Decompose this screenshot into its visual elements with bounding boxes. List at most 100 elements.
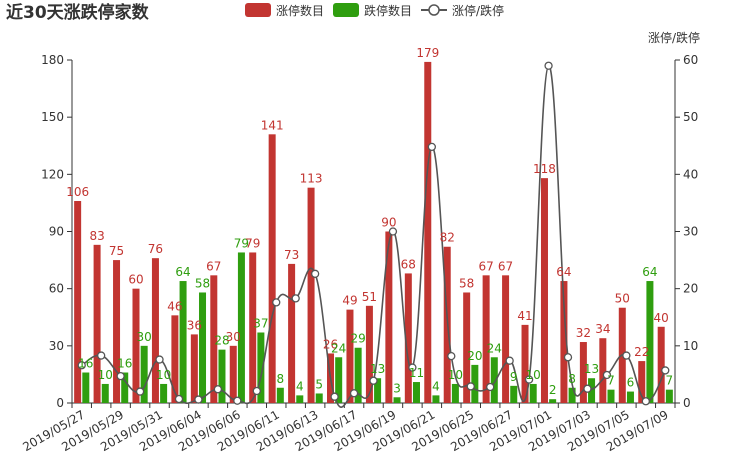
y-right-tick-label: 20: [683, 282, 698, 296]
y-right-tick-label: 60: [683, 53, 698, 67]
bar-zhangting: [560, 281, 568, 403]
bar-dieting: [626, 391, 634, 403]
legend-marker-ratio: [428, 4, 440, 16]
legend-label-dieting: 跌停数目: [364, 3, 412, 18]
bar-dieting: [529, 383, 537, 403]
data-label-zhangting: 75: [109, 244, 124, 258]
data-label-dieting: 6: [627, 376, 635, 390]
bar-dieting: [199, 292, 207, 403]
data-label-zhangting: 67: [478, 259, 493, 273]
legend-item-ratio[interactable]: 涨停/跌停: [421, 3, 504, 18]
y-right-tick-label: 30: [683, 225, 698, 239]
bar-zhangting: [599, 338, 607, 403]
bar-dieting: [549, 399, 557, 403]
data-label-dieting: 79: [234, 236, 249, 250]
ratio-point: [583, 384, 592, 393]
data-label-zhangting: 67: [498, 259, 513, 273]
data-label-dieting: 10: [98, 368, 113, 382]
data-label-dieting: 24: [487, 341, 502, 355]
bar-zhangting: [171, 315, 179, 403]
bar-zhangting: [190, 334, 198, 403]
bar-zhangting: [307, 187, 315, 403]
y-left-tick-label: 180: [41, 53, 64, 67]
y-left-tick-label: 30: [49, 339, 64, 353]
data-label-dieting: 64: [642, 265, 657, 279]
data-label-dieting: 3: [393, 381, 401, 395]
bar-zhangting: [249, 252, 257, 403]
ratio-point: [602, 370, 612, 380]
bar-dieting: [218, 349, 226, 403]
data-label-dieting: 8: [277, 372, 285, 386]
bar-dieting: [568, 387, 576, 403]
bar-zhangting: [346, 309, 354, 403]
bar-dieting: [354, 347, 362, 403]
data-label-zhangting: 50: [615, 292, 630, 306]
data-label-zhangting: 67: [206, 259, 221, 273]
legend: 涨停数目 跌停数目 涨停/跌停: [245, 3, 504, 18]
bar-zhangting: [151, 258, 159, 403]
bar-zhangting: [482, 275, 490, 403]
y-left-tick-label: 60: [49, 282, 64, 296]
bar-dieting: [607, 389, 615, 403]
legend-item-dieting[interactable]: 跌停数目: [333, 3, 412, 18]
data-label-zhangting: 106: [66, 185, 89, 199]
ratio-point: [447, 351, 456, 361]
data-label-zhangting: 68: [401, 257, 416, 271]
bar-zhangting: [132, 288, 140, 403]
y-right-tick-label: 10: [683, 339, 698, 353]
ratio-point: [369, 376, 378, 385]
ratio-point: [427, 142, 437, 152]
legend-label-zhangting: 涨停数目: [276, 3, 324, 18]
bar-zhangting: [579, 342, 587, 403]
bar-zhangting: [365, 305, 373, 403]
data-label-dieting: 10: [156, 368, 171, 382]
data-label-zhangting: 73: [284, 248, 299, 262]
data-label-zhangting: 76: [148, 242, 163, 256]
bar-dieting: [237, 252, 245, 403]
data-label-dieting: 4: [432, 379, 440, 393]
bar-dieting: [315, 393, 323, 403]
bar-zhangting: [74, 201, 82, 403]
bar-zhangting: [268, 134, 276, 404]
bar-dieting: [471, 364, 479, 403]
bar-zhangting: [502, 275, 510, 403]
data-label-zhangting: 49: [342, 294, 357, 308]
line-group: [77, 61, 670, 408]
legend-item-zhangting[interactable]: 涨停数目: [245, 3, 324, 18]
bar-dieting: [490, 357, 498, 403]
y-left-tick-label: 150: [41, 110, 64, 124]
data-label-zhangting: 79: [245, 236, 260, 250]
data-label-dieting: 64: [175, 265, 190, 279]
data-label-dieting: 7: [607, 374, 615, 388]
bar-dieting: [140, 345, 148, 403]
data-label-dieting: 8: [568, 372, 576, 386]
bar-zhangting: [540, 178, 548, 403]
ratio-point: [252, 386, 261, 396]
bar-zhangting: [404, 273, 412, 403]
data-label-dieting: 13: [584, 362, 599, 376]
bar-zhangting: [463, 292, 471, 403]
ratio-point: [194, 395, 203, 404]
data-label-zhangting: 83: [89, 229, 104, 243]
ratio-point: [486, 382, 495, 392]
data-label-zhangting: 113: [300, 172, 323, 186]
data-label-zhangting: 118: [533, 162, 556, 176]
data-label-dieting: 4: [296, 379, 304, 393]
bar-zhangting: [229, 345, 237, 403]
y-right-tick-label: 50: [683, 110, 698, 124]
ratio-point: [641, 397, 650, 406]
data-label-zhangting: 46: [167, 299, 182, 313]
data-label-zhangting: 64: [556, 265, 571, 279]
ratio-point: [330, 392, 339, 401]
data-label-zhangting: 26: [323, 337, 338, 351]
data-label-zhangting: 141: [261, 118, 284, 132]
bars-group: [74, 61, 673, 404]
bar-dieting: [432, 395, 440, 403]
data-label-zhangting: 22: [634, 345, 649, 359]
ratio-point: [233, 396, 242, 405]
data-label-zhangting: 51: [362, 290, 377, 304]
bar-dieting: [412, 382, 420, 403]
data-label-dieting: 13: [370, 362, 385, 376]
bar-dieting: [510, 385, 518, 403]
